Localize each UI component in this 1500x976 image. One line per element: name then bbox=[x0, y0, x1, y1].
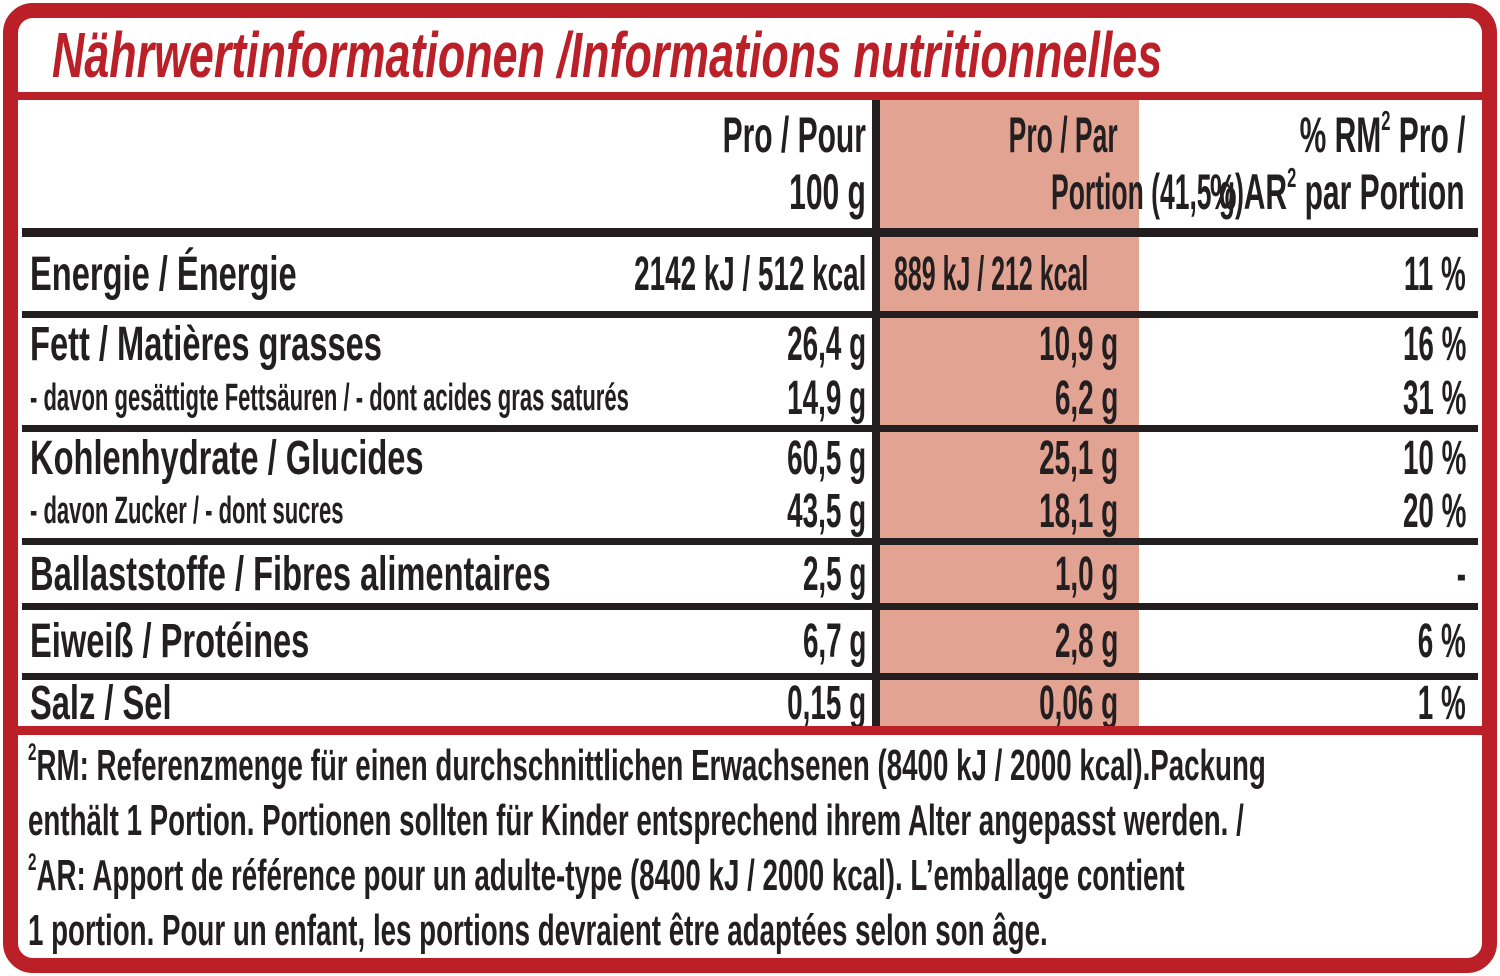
table-header: Pro / Pour 100 g Pro / Par Portion (41,5… bbox=[18, 100, 1482, 228]
row-label: Fett / Matières grasses bbox=[30, 318, 382, 371]
value-per-100g: 0,15 g bbox=[787, 676, 866, 730]
value-percent-rm: 20 % bbox=[1402, 485, 1466, 538]
value-per-100g: 2142 kJ / 512 kcal bbox=[633, 247, 866, 301]
value-percent-rm: 6 % bbox=[1418, 615, 1466, 668]
footnote-line-1: 2RM: Referenzmenge für einen durchschnit… bbox=[28, 739, 1266, 790]
header-per-portion: Pro / Par Portion (41,5 g) bbox=[1009, 107, 1244, 220]
row-separator-line bbox=[22, 538, 1478, 545]
column-divider-line bbox=[872, 100, 880, 726]
value-per-portion: 2,8 g bbox=[1054, 615, 1118, 668]
table-row-carbohydrates: Kohlenhydrate / Glucides 60,5 g 25,1 g 1… bbox=[18, 432, 1482, 485]
row-label: Energie / Énergie bbox=[30, 247, 297, 301]
row-label: Eiweiß / Protéines bbox=[30, 615, 310, 668]
value-per-portion: 25,1 g bbox=[1039, 432, 1118, 485]
footnote-line-4: 1 portion. Pour un enfant, les portions … bbox=[28, 905, 1048, 955]
value-percent-rm: 16 % bbox=[1402, 318, 1466, 371]
value-per-100g: 14,9 g bbox=[787, 371, 866, 425]
table-row-saturated-fat: - davon gesättigte Fettsäuren / - dont a… bbox=[18, 371, 1482, 425]
value-per-portion: 889 kJ / 212 kcal bbox=[894, 247, 1089, 301]
table-row-protein: Eiweiß / Protéines 6,7 g 2,8 g 6 % bbox=[18, 610, 1482, 673]
value-per-portion: 0,06 g bbox=[1039, 676, 1118, 730]
value-per-100g: 26,4 g bbox=[787, 318, 866, 371]
table-row-fat: Fett / Matières grasses 26,4 g 10,9 g 16… bbox=[18, 318, 1482, 371]
title-separator-line bbox=[16, 92, 1484, 100]
header-per-100g: Pro / Pour 100 g bbox=[722, 107, 866, 220]
label-border bbox=[3, 3, 1497, 973]
value-percent-rm: 1 % bbox=[1418, 676, 1466, 730]
page-title: Nährwertinformationen /Informations nutr… bbox=[52, 18, 1470, 92]
row-label: Kohlenhydrate / Glucides bbox=[30, 432, 424, 485]
footnote-line-3: 2AR: Apport de référence pour un adulte-… bbox=[28, 849, 1185, 900]
row-separator-line bbox=[22, 673, 1478, 680]
header-percent-rm: % RM2 Pro / % AR2 par Portion bbox=[1210, 105, 1465, 220]
table-body: Energie / Énergie 2142 kJ / 512 kcal 889… bbox=[18, 237, 1482, 730]
value-per-100g: 60,5 g bbox=[787, 432, 866, 485]
page-title-text: Nährwertinformationen /Informations nutr… bbox=[52, 19, 1163, 91]
value-per-100g: 6,7 g bbox=[802, 615, 866, 668]
row-label: - davon gesättigte Fettsäuren / - dont a… bbox=[30, 376, 629, 419]
value-percent-rm: - bbox=[1456, 547, 1466, 601]
value-percent-rm: 31 % bbox=[1402, 371, 1466, 425]
row-label: Ballaststoffe / Fibres alimentaires bbox=[30, 547, 551, 601]
row-separator-line bbox=[22, 425, 1478, 432]
value-per-100g: 2,5 g bbox=[802, 547, 866, 601]
table-row-sugars: - davon Zucker / - dont sucres 43,5 g 18… bbox=[18, 485, 1482, 538]
table-row-salt: Salz / Sel 0,15 g 0,06 g 1 % bbox=[18, 676, 1482, 730]
row-label: Salz / Sel bbox=[30, 676, 172, 730]
row-label: - davon Zucker / - dont sucres bbox=[30, 490, 344, 532]
table-row-fibre: Ballaststoffe / Fibres alimentaires 2,5 … bbox=[18, 545, 1482, 603]
value-percent-rm: 10 % bbox=[1402, 432, 1466, 485]
row-separator-line bbox=[22, 603, 1478, 610]
row-separator-line bbox=[22, 311, 1478, 318]
value-per-portion: 6,2 g bbox=[1054, 371, 1118, 425]
value-per-portion: 10,9 g bbox=[1039, 318, 1118, 371]
footnote-separator-line bbox=[16, 726, 1484, 735]
header-separator-line bbox=[22, 228, 1478, 237]
footnotes: 2RM: Referenzmenge für einen durchschnit… bbox=[28, 736, 1488, 960]
footnote-line-2: enthält 1 Portion. Portionen sollten für… bbox=[28, 795, 1244, 845]
value-per-100g: 43,5 g bbox=[787, 485, 866, 538]
table-row-energy: Energie / Énergie 2142 kJ / 512 kcal 889… bbox=[18, 237, 1482, 311]
value-percent-rm: 11 % bbox=[1404, 247, 1466, 301]
value-per-portion: 1,0 g bbox=[1054, 547, 1118, 601]
value-per-portion: 18,1 g bbox=[1039, 485, 1118, 538]
portion-column-highlight bbox=[880, 100, 1139, 726]
